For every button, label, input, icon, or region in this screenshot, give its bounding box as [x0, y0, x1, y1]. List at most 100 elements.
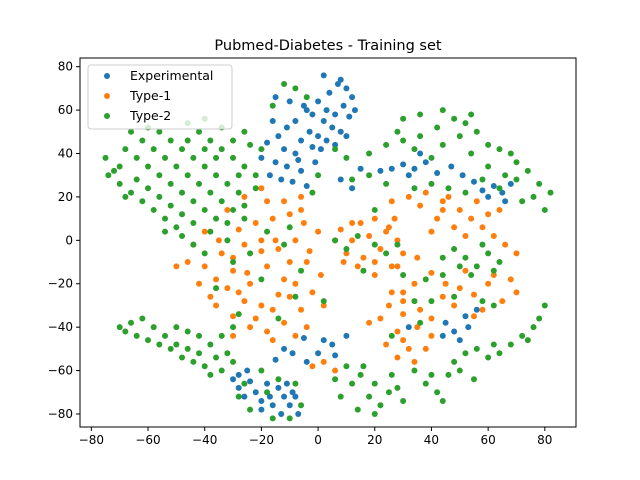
point-experimental-53 — [377, 167, 384, 174]
x-tick-label-0: −80 — [79, 433, 104, 447]
x-tick-label-6: 40 — [424, 433, 439, 447]
point-type-1-89 — [400, 337, 407, 344]
point-type-1-98 — [428, 269, 435, 276]
point-type-1-94 — [428, 315, 435, 322]
x-tick-label-7: 60 — [480, 433, 495, 447]
point-type-2-83 — [156, 341, 163, 348]
point-experimental-94 — [292, 393, 299, 400]
point-type-2-23 — [162, 154, 169, 161]
point-type-2-162 — [468, 150, 475, 157]
point-type-2-76 — [184, 345, 191, 352]
point-type-2-91 — [184, 328, 191, 335]
point-type-2-11 — [133, 154, 140, 161]
point-type-2-73 — [150, 324, 157, 331]
point-type-2-5 — [150, 206, 157, 213]
point-type-1-70 — [343, 250, 350, 257]
point-type-2-189 — [456, 263, 463, 270]
point-experimental-98 — [283, 380, 290, 387]
point-type-1-28 — [281, 276, 288, 283]
point-experimental-88 — [258, 397, 265, 404]
point-type-1-23 — [281, 319, 288, 326]
point-experimental-3 — [309, 111, 316, 118]
point-type-1-66 — [400, 250, 407, 257]
point-type-2-111 — [400, 397, 407, 404]
point-type-2-69 — [224, 237, 231, 244]
point-type-2-161 — [485, 163, 492, 170]
point-experimental-89 — [269, 402, 276, 409]
point-experimental-100 — [266, 393, 273, 400]
point-type-2-60 — [258, 146, 265, 153]
point-type-2-137 — [530, 324, 537, 331]
point-type-2-118 — [388, 371, 395, 378]
point-type-2-65 — [235, 172, 242, 179]
point-type-1-10 — [286, 211, 293, 218]
point-type-1-47 — [235, 289, 242, 296]
legend: Experimental Type-1 Type-2 — [87, 64, 233, 130]
point-type-1-123 — [473, 198, 480, 205]
point-type-2-226 — [332, 146, 339, 153]
point-type-2-38 — [235, 189, 242, 196]
point-type-1-77 — [391, 215, 398, 222]
point-type-2-112 — [366, 393, 373, 400]
point-type-2-138 — [541, 302, 548, 309]
point-type-1-84 — [422, 345, 429, 352]
point-type-1-95 — [388, 289, 395, 296]
point-type-1-44 — [292, 237, 299, 244]
point-type-2-224 — [303, 94, 310, 101]
point-type-1-50 — [269, 306, 276, 313]
point-type-1-130 — [485, 211, 492, 218]
point-type-1-41 — [258, 185, 265, 192]
point-type-1-75 — [349, 219, 356, 226]
point-experimental-5 — [283, 124, 290, 131]
point-type-2-28 — [218, 198, 225, 205]
point-type-2-201 — [292, 293, 299, 300]
point-type-2-13 — [156, 172, 163, 179]
point-experimental-99 — [235, 371, 242, 378]
point-type-2-79 — [218, 332, 225, 339]
point-type-2-225 — [269, 102, 276, 109]
point-type-1-104 — [513, 289, 520, 296]
point-experimental-97 — [258, 406, 265, 413]
point-type-2-81 — [133, 332, 140, 339]
x-axis: −80 −60 −40 −20 0 20 40 60 80 — [79, 427, 552, 447]
point-experimental-33 — [323, 137, 330, 144]
point-type-1-32 — [196, 280, 203, 287]
point-type-2-113 — [349, 380, 356, 387]
point-experimental-60 — [502, 198, 509, 205]
point-experimental-43 — [320, 72, 327, 79]
point-experimental-54 — [459, 172, 466, 179]
point-type-1-73 — [360, 254, 367, 261]
point-type-1-67 — [388, 263, 395, 270]
point-experimental-56 — [490, 183, 497, 190]
point-type-2-144 — [400, 137, 407, 144]
point-type-2-126 — [428, 371, 435, 378]
point-type-2-163 — [428, 154, 435, 161]
point-type-1-27 — [303, 259, 310, 266]
point-experimental-11 — [272, 159, 279, 166]
point-type-1-24 — [298, 306, 305, 313]
point-type-2-94 — [207, 371, 214, 378]
point-type-1-60 — [337, 226, 344, 233]
point-type-1-87 — [377, 315, 384, 322]
point-type-1-31 — [230, 267, 237, 274]
point-type-2-9 — [190, 241, 197, 248]
point-type-2-214 — [400, 272, 407, 279]
point-experimental-55 — [470, 178, 477, 185]
point-experimental-34 — [306, 128, 313, 135]
point-experimental-22 — [334, 81, 341, 88]
point-type-2-84 — [167, 345, 174, 352]
y-tick-label-0: −80 — [48, 407, 73, 421]
point-experimental-69 — [473, 306, 480, 313]
point-type-1-99 — [442, 280, 449, 287]
point-type-1-105 — [451, 302, 458, 309]
point-type-2-86 — [190, 358, 197, 365]
point-type-1-30 — [247, 280, 254, 287]
point-type-1-33 — [184, 259, 191, 266]
point-experimental-29 — [320, 117, 327, 124]
point-type-2-22 — [150, 146, 157, 153]
point-experimental-14 — [266, 172, 273, 179]
point-type-2-114 — [337, 393, 344, 400]
point-type-2-129 — [470, 376, 477, 383]
point-type-2-121 — [394, 384, 401, 391]
point-experimental-13 — [298, 167, 305, 174]
